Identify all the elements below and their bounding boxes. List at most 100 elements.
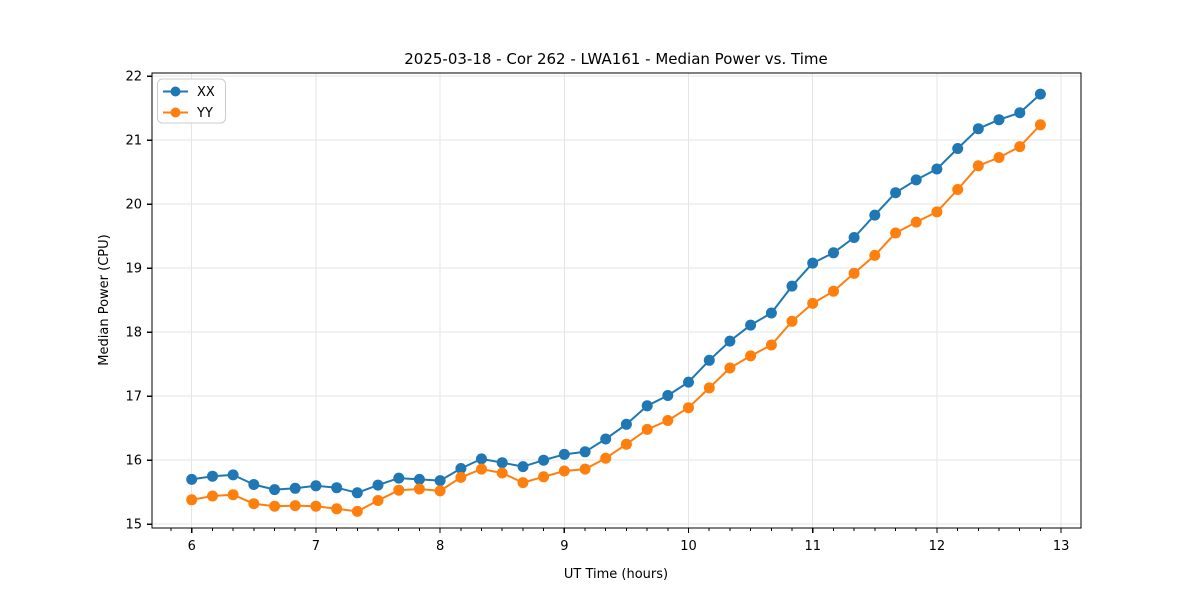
data-point-marker [869,209,881,221]
data-point-marker [869,249,881,261]
data-point-marker [993,152,1005,163]
data-point-marker [476,463,487,475]
data-point-marker [703,382,715,394]
data-point-marker [476,453,487,465]
data-point-marker [227,469,239,481]
data-point-marker [848,267,860,279]
x-tick-label: 7 [312,539,320,554]
data-point-marker [807,257,819,269]
data-point-marker [248,498,260,510]
data-point-marker [310,480,322,492]
y-axis-label: Median Power (CPU) [97,234,112,365]
plot-border [151,72,1082,529]
data-point-marker [765,339,777,351]
data-point-marker [269,484,281,496]
data-point-marker [931,206,943,218]
data-point-marker [207,490,218,502]
x-tick-label: 9 [560,539,568,554]
data-point-marker [662,390,674,401]
data-point-marker [496,457,508,469]
y-tick-label: 19 [125,262,142,277]
data-point-marker [952,143,964,154]
data-point-marker [289,482,301,494]
data-point-marker [579,463,591,475]
data-point-marker [558,465,570,477]
data-series [186,88,1046,517]
y-tick-label: 22 [125,70,142,85]
data-point-marker [600,433,612,445]
y-tick-label: 20 [125,198,142,213]
data-point-marker [455,463,467,474]
axis-tick-labels: 6 7 8 9 10 11 12 13 15 16 17 18 19 20 21 22 [125,70,1069,554]
data-point-marker [579,446,591,458]
x-tick-label: 12 [929,539,946,554]
data-point-marker [186,494,198,506]
data-point-marker [1034,119,1046,131]
legend-marker-yy [170,107,181,118]
x-tick-label: 13 [1053,539,1070,554]
y-tick-label: 17 [125,390,142,405]
data-point-marker [890,187,902,199]
data-point-marker [786,315,798,327]
data-point-marker [641,423,653,435]
data-point-marker [1014,141,1026,153]
gridlines [152,73,1081,528]
data-point-marker [331,482,343,494]
legend-label-yy: YY [196,106,213,121]
data-point-marker [641,400,653,412]
data-point-marker [931,163,943,175]
data-point-marker [662,415,674,426]
legend: XX YY [157,78,226,124]
data-point-marker [393,472,405,484]
legend-item-yy: YY [163,106,213,121]
data-point-marker [910,174,922,186]
data-point-marker [724,335,736,347]
data-point-marker [434,485,446,497]
legend-item-xx: XX [163,85,215,100]
data-point-marker [683,402,694,414]
data-point-marker [351,505,363,517]
x-axis-label: UT Time (hours) [564,567,668,582]
data-point-marker [786,280,798,292]
data-point-marker [745,350,757,362]
data-point-marker [1014,107,1026,119]
data-point-marker [828,247,839,259]
data-point-marker [455,471,467,483]
data-point-marker [620,418,632,430]
data-point-marker [413,473,425,485]
legend-label-xx: XX [197,85,215,100]
data-point-marker [600,452,612,464]
data-point-marker [910,216,922,228]
data-point-marker [558,448,570,460]
data-point-marker [620,438,632,450]
series-yy [186,119,1046,517]
data-point-marker [890,227,902,239]
data-point-marker [372,495,384,506]
data-point-marker [289,500,301,512]
x-tick-label: 6 [188,539,196,554]
data-point-marker [828,285,839,297]
data-point-marker [517,461,529,473]
data-point-marker [848,232,860,243]
data-point-marker [310,500,322,512]
data-point-marker [703,354,715,366]
data-point-marker [972,123,984,135]
data-point-marker [393,484,405,496]
data-point-marker [496,467,508,479]
data-point-marker [269,500,281,512]
axis-ticks [147,75,1062,533]
data-point-marker [683,376,694,388]
data-point-marker [331,503,343,515]
data-point-marker [765,307,777,319]
data-point-marker [1034,88,1046,100]
data-point-marker [517,477,529,489]
x-tick-label: 8 [436,539,444,554]
data-point-marker [186,473,198,485]
data-point-marker [372,479,384,491]
data-point-marker [248,479,260,490]
legend-box [157,78,226,124]
data-point-marker [724,362,736,374]
data-point-marker [952,184,964,195]
chart-title: 2025-03-18 - Cor 262 - LWA161 - Median P… [404,50,828,68]
